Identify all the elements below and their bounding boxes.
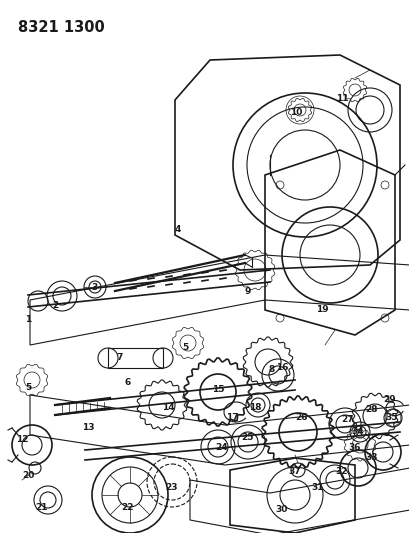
Text: 16: 16 [275,364,288,373]
Text: 33: 33 [365,454,378,463]
Text: 13: 13 [81,424,94,432]
Text: 25: 25 [241,433,254,442]
Text: 8321 1300: 8321 1300 [18,20,104,35]
Text: 17: 17 [225,414,238,423]
Text: 19: 19 [315,305,328,314]
Text: 6: 6 [125,378,131,387]
Text: 7: 7 [117,353,123,362]
Text: 9: 9 [244,287,251,296]
Text: 2: 2 [52,301,58,310]
Text: 3: 3 [92,284,98,293]
Text: 12: 12 [16,435,28,445]
Text: 29: 29 [383,395,396,405]
Text: 14: 14 [161,403,174,413]
Text: 27: 27 [341,416,353,424]
Text: 30: 30 [275,505,288,514]
Text: 28: 28 [365,406,378,415]
Text: 5: 5 [25,384,31,392]
Text: 4: 4 [174,225,181,235]
Text: 35: 35 [385,414,397,423]
Text: 24: 24 [215,443,228,453]
Text: 37: 37 [288,467,301,477]
Text: 26: 26 [295,414,308,423]
Text: 10: 10 [289,108,301,117]
Text: 36: 36 [348,443,360,453]
Text: 20: 20 [22,472,34,481]
Text: 1: 1 [25,316,31,325]
Text: 22: 22 [121,504,134,513]
Text: 11: 11 [335,93,347,102]
Text: 34: 34 [351,427,364,437]
Text: 23: 23 [165,483,178,492]
Text: 21: 21 [36,504,48,513]
Text: 31: 31 [311,483,324,492]
Text: 5: 5 [182,343,188,352]
Text: 8: 8 [268,366,274,375]
Text: 15: 15 [211,385,224,394]
Text: 18: 18 [248,403,261,413]
Bar [108,348,163,368]
Text: 32: 32 [335,467,347,477]
